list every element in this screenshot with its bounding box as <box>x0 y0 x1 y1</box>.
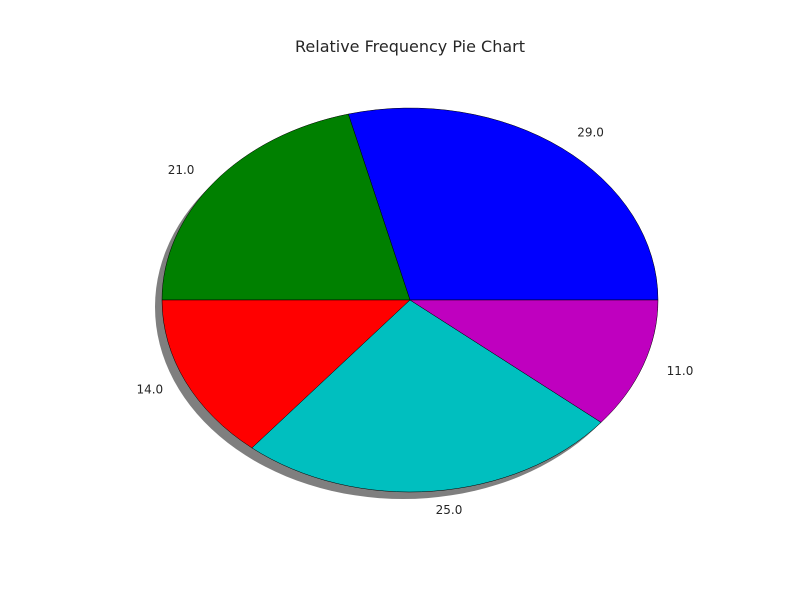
pie-slices <box>161 107 659 493</box>
slice-label-3: 14.0 <box>136 382 163 396</box>
slice-label-5: 11.0 <box>667 364 694 378</box>
pie-labels: 29.0 21.0 14.0 25.0 11.0 <box>136 126 693 517</box>
slice-label-4: 25.0 <box>436 503 463 517</box>
pie-slice-5 <box>409 299 659 423</box>
chart-title: Relative Frequency Pie Chart <box>295 37 525 56</box>
pie-slice-3 <box>161 299 411 449</box>
slice-label-1: 29.0 <box>577 126 604 140</box>
pie-slice-1 <box>348 107 659 301</box>
pie-slice-2 <box>161 113 411 301</box>
pie-slice-4 <box>251 299 602 493</box>
slice-label-2: 21.0 <box>168 163 195 177</box>
